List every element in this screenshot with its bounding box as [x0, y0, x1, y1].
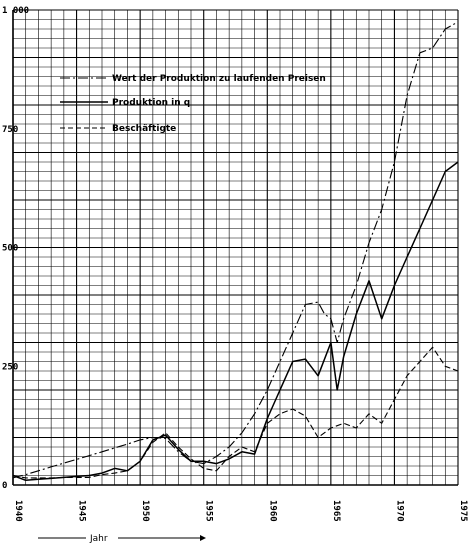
- x-tick-label: 1975: [458, 500, 468, 522]
- legend: Wert der Produktion zu laufenden Preisen…: [60, 74, 326, 134]
- y-tick-label: 500: [2, 244, 18, 254]
- grid: [12, 9, 459, 486]
- x-tick-label: 1955: [204, 500, 214, 522]
- series-line-2: [12, 346, 459, 479]
- x-tick-label: 1945: [77, 500, 87, 522]
- series-line-1: [12, 161, 459, 482]
- axes: [12, 10, 458, 486]
- series-lines: [12, 21, 459, 482]
- y-tick-label: 0: [2, 481, 7, 491]
- y-tick-label: 1 000: [2, 6, 29, 16]
- x-tick-label: 1960: [267, 500, 277, 522]
- y-tick-label: 750: [2, 125, 18, 135]
- legend-label-employees: Beschäftigte: [112, 124, 176, 134]
- x-axis-title-arrowhead: [200, 535, 206, 541]
- y-tick-label: 250: [2, 362, 18, 372]
- legend-label-production: Produktion in q: [112, 98, 190, 108]
- series-line-0: [12, 21, 459, 479]
- x-tick-label: 1940: [13, 500, 23, 522]
- legend-label-value: Wert der Produktion zu laufenden Preisen: [112, 74, 326, 84]
- x-axis-title: Jahr: [38, 534, 206, 544]
- x-tick-label: 1970: [394, 500, 404, 522]
- x-axis-title-text: Jahr: [89, 534, 108, 544]
- tick-labels: 0 250 500 750 1 000 1940 1945 1950 1955 1960 1965 1…: [2, 6, 468, 522]
- x-tick-label: 1950: [140, 500, 150, 522]
- x-tick-label: 1965: [331, 500, 341, 522]
